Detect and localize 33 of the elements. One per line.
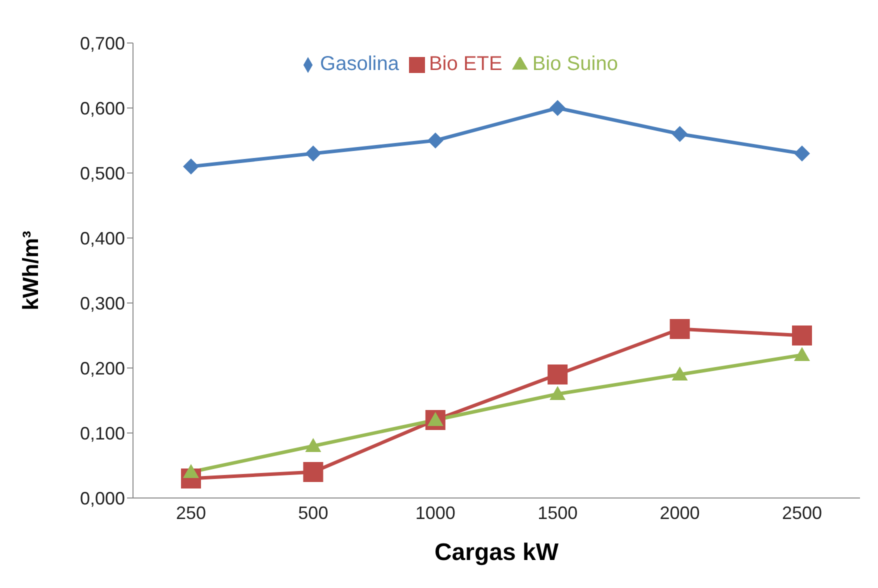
point bbox=[550, 100, 566, 116]
y-tick-label: 0,400 bbox=[80, 228, 125, 248]
point bbox=[794, 347, 810, 361]
y-tick-label: 0,200 bbox=[80, 358, 125, 378]
y-tick-label: 0,100 bbox=[80, 423, 125, 444]
x-tick-label: 2000 bbox=[660, 502, 700, 523]
point bbox=[672, 366, 688, 380]
point bbox=[672, 126, 688, 142]
legend-label: Gasolina bbox=[320, 53, 399, 75]
point bbox=[427, 132, 444, 148]
point bbox=[305, 146, 322, 162]
y-tick-label: 0,500 bbox=[80, 163, 125, 184]
point bbox=[303, 462, 324, 482]
y-axis-title: kWh/m³ bbox=[18, 230, 43, 310]
legend-label: Bio Suino bbox=[532, 53, 618, 75]
y-tick-label: 0,700 bbox=[80, 33, 125, 54]
x-axis-title: Cargas kW bbox=[434, 539, 559, 566]
x-tick-label: 1500 bbox=[538, 502, 578, 523]
x-tick-label: 250 bbox=[176, 502, 206, 523]
point bbox=[548, 364, 568, 384]
point bbox=[670, 319, 690, 339]
point bbox=[550, 386, 566, 400]
point bbox=[792, 326, 812, 346]
y-tick-label: 0,300 bbox=[80, 293, 125, 314]
point bbox=[305, 438, 322, 452]
x-tick-label: 500 bbox=[298, 502, 328, 523]
x-tick-label: 1000 bbox=[415, 502, 456, 523]
point bbox=[183, 158, 199, 174]
point bbox=[794, 146, 810, 162]
y-tick-label: 0,600 bbox=[80, 98, 125, 118]
y-tick-label: 0,000 bbox=[80, 488, 125, 508]
legend-label: Bio ETE bbox=[428, 53, 502, 75]
x-tick-label: 2500 bbox=[782, 502, 822, 523]
